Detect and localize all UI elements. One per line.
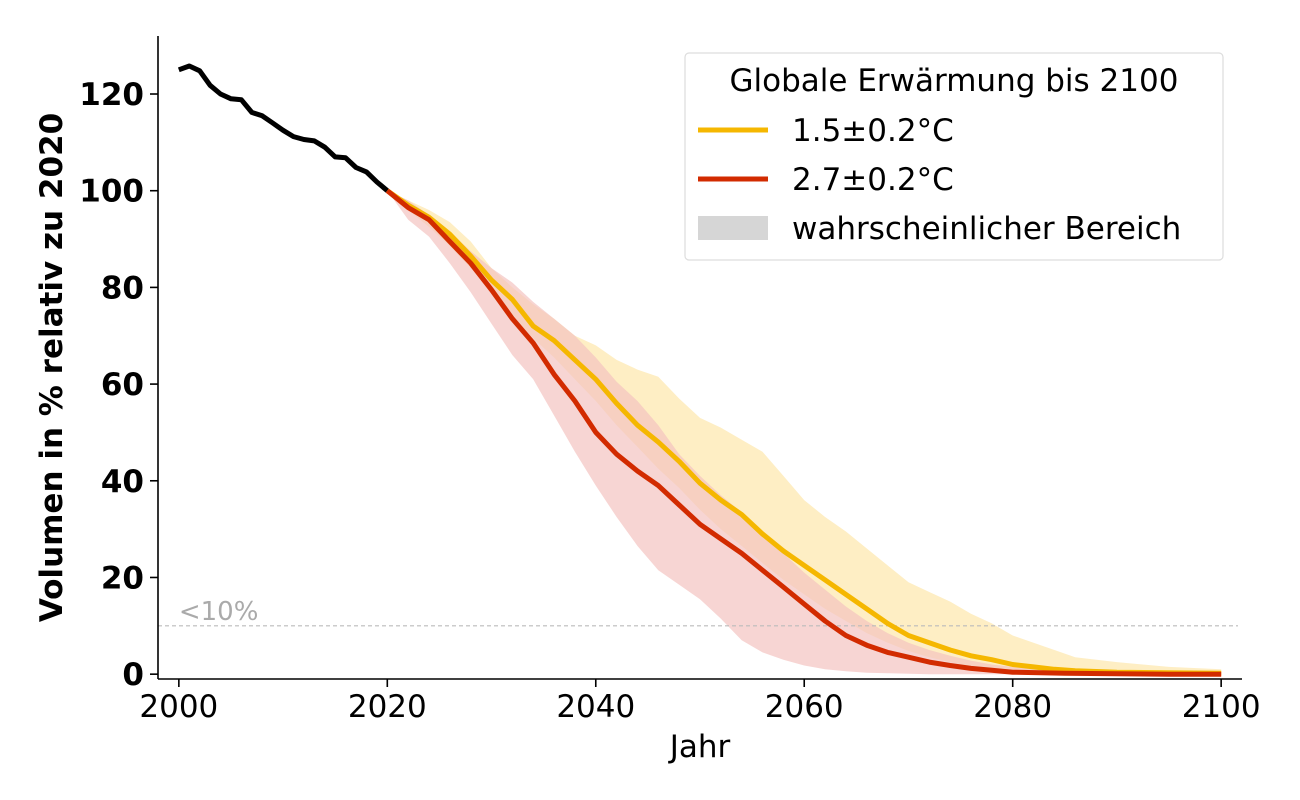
axes: [157, 36, 1242, 680]
reference-line-label: <10%: [179, 597, 259, 627]
uncertainty-bands: [387, 190, 1222, 675]
series-line-1: [385, 188, 1222, 676]
series-line-2: [385, 188, 1222, 677]
x-tick-label: 2020: [348, 689, 427, 725]
x-tick-label: 2080: [973, 689, 1052, 725]
x-tick-label: 2100: [1182, 689, 1261, 725]
legend-label-1: 1.5±0.2°C: [792, 113, 954, 149]
x-axis-ticks: 2000 2020 2040 2060 2080 2100: [139, 679, 1261, 725]
y-tick-label: 100: [79, 174, 144, 210]
y-tick-label: 20: [101, 560, 144, 596]
legend-label-3: wahrscheinlicher Bereich: [792, 211, 1181, 247]
x-tick-label: 2060: [765, 689, 844, 725]
legend-swatch-3: [698, 216, 768, 240]
y-axis-ticks: 0 20 40 60 80 100 120: [79, 77, 158, 693]
y-tick-label: 60: [101, 367, 144, 403]
band-red: [387, 190, 1222, 675]
legend: Globale Erwärmung bis 2100 1.5±0.2°C 2.7±0…: [684, 52, 1224, 261]
legend-title: Globale Erwärmung bis 2100: [730, 63, 1179, 99]
x-tick-label: 2000: [139, 689, 218, 725]
historical-line: [177, 63, 389, 193]
y-axis-title: Volumen in % relativ zu 2020: [34, 113, 70, 622]
x-tick-label: 2040: [556, 689, 635, 725]
y-tick-label: 120: [79, 77, 144, 113]
legend-frame: [684, 52, 1224, 261]
legend-label-2: 2.7±0.2°C: [792, 162, 954, 198]
series-lines: [177, 63, 1222, 677]
y-tick-label: 40: [101, 464, 144, 500]
x-axis-title: Jahr: [668, 729, 731, 765]
y-tick-label: 80: [101, 270, 144, 306]
reference-line-group: <10%: [158, 597, 1238, 627]
y-tick-label: 0: [122, 657, 144, 693]
